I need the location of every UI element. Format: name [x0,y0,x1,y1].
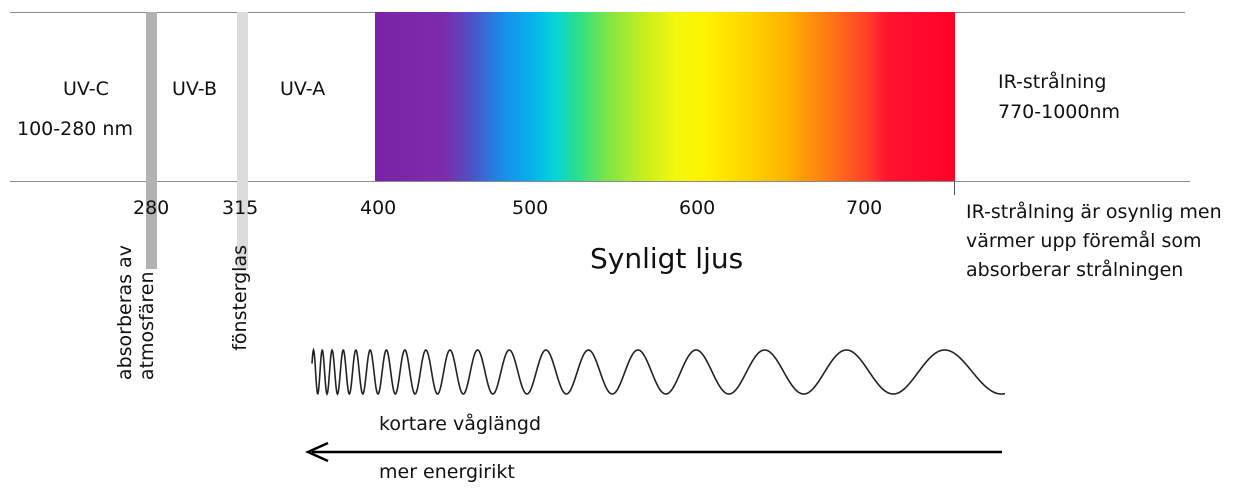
uvb-label: UV-B [172,78,218,100]
tick-label-600: 600 [679,197,716,219]
uv-280-marker-bar [146,12,157,269]
uvc-range-label: 100-280 nm [17,118,133,140]
shorter-wavelength-caption: kortare våglängd [379,413,542,435]
more-energetic-caption: mer energirikt [379,461,515,483]
uvc-label: UV-C [63,78,109,100]
uva-label: UV-A [280,78,326,100]
ir-range-label: 770-1000nm [998,101,1121,123]
ir-note-line-2: värmer upp föremål som [966,230,1202,252]
ir-label: IR-strålning [998,71,1107,93]
tick-label-280: 280 [133,197,170,219]
arrowhead [304,441,329,463]
ir-note-line-3: absorberar strålningen [966,259,1184,281]
uv-315-marker-bar [237,12,248,269]
axis-line [10,181,1190,182]
tick-label-700: 700 [846,197,883,219]
visible-light-label: Synligt ljus [590,242,744,275]
tick-label-315: 315 [222,197,259,219]
wave-line [311,347,1006,396]
tick-label-400: 400 [360,197,397,219]
ir-boundary-tick [954,181,955,195]
ir-note-line-1: IR-strålning är osynlig men [966,201,1222,223]
visible-spectrum-band [375,12,955,181]
tick-label-500: 500 [512,197,549,219]
